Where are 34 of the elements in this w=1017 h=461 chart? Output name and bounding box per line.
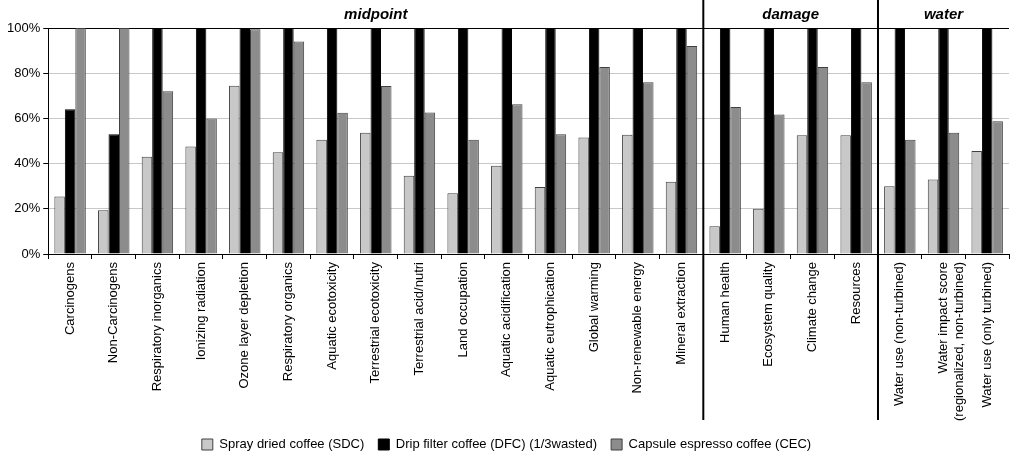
x-tick-label: Mineral extraction (673, 262, 689, 365)
x-tick-label: Terrestrial acid/nutri (411, 261, 427, 376)
x-tick-label: Global warming (585, 262, 601, 353)
x-tick-label: Ozone layer depletion (236, 262, 252, 389)
x-tick-label: Terrestrial ecotoxicity (367, 261, 383, 384)
legend-label: Capsule espresso coffee (CEC) (628, 436, 812, 452)
y-tick-label: 60% (14, 109, 41, 125)
x-tick-label: Aquatic acidification (498, 262, 514, 377)
x-tick-label: Water use (non-turbined) (891, 262, 907, 407)
x-tick-label: Aquatic ecotoxicity (323, 261, 339, 370)
y-tick-label: 40% (14, 155, 41, 171)
x-tick-label: Ionizing radiation (192, 262, 208, 361)
x-tick-label: Non-renewable energy (629, 261, 645, 394)
legend-label: Spray dried coffee (SDC) (219, 436, 365, 452)
x-tick-label: Human health (716, 262, 732, 343)
x-tick-label: Respiratory inorganics (149, 261, 164, 392)
x-tick-label: Aquatic eutrophication (542, 262, 558, 391)
legend-label: Drip filter coffee (DFC) (1/3wasted) (395, 436, 598, 452)
text: damage (762, 4, 819, 22)
x-tick-label: Resources (847, 261, 863, 325)
x-tick-label: Respiratory organics (280, 261, 296, 382)
x-tick-label: Water use (only turbined) (978, 262, 994, 408)
x-tick-label: Land occupation (454, 262, 470, 358)
x-tick-label: Non-Carcinogens (105, 261, 121, 364)
x-tick-label: Water impact score (regionalized, non-turbined) (935, 262, 966, 421)
y-tick-label: 20% (14, 200, 41, 216)
x-tick-label: Climate change (804, 262, 820, 353)
x-tick-label: Ecosystem quality (760, 261, 776, 367)
text: midpoint (344, 4, 409, 22)
y-tick-label: 100% (7, 19, 41, 35)
text: water (923, 4, 965, 22)
y-tick-label: 80% (14, 64, 41, 80)
y-tick-label: 0% (21, 245, 41, 261)
x-tick-label: Carcinogens (61, 261, 77, 336)
